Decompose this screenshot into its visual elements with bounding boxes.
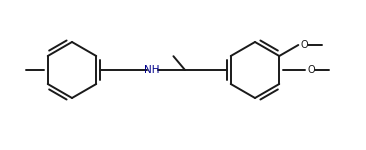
Text: O: O: [307, 65, 315, 75]
Text: NH: NH: [144, 65, 160, 75]
Text: O: O: [300, 40, 308, 50]
